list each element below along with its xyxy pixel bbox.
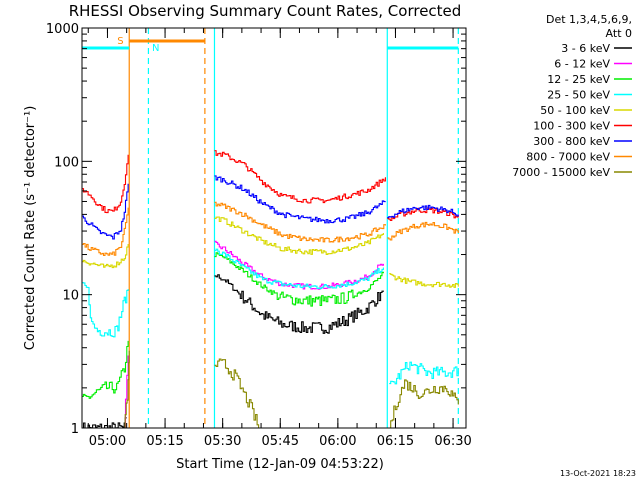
y-tick-label: 1000 [46, 22, 79, 37]
series-5-segment-0 [82, 154, 129, 214]
series-8-segment-0 [124, 350, 130, 428]
series-0-segment-1 [214, 274, 384, 334]
y-axis-label: Corrected Count Rate (s⁻¹ detector⁻¹) [23, 106, 38, 351]
axis-ticks: 1 10 100 1000 05:00 05:15 05:30 05:45 06:00 06:15… [46, 22, 472, 449]
series-7-segment-2 [387, 221, 459, 241]
y-tick-label: 1 [71, 422, 79, 437]
x-tick-label: 05:30 [204, 434, 241, 449]
annotation-label-s: S [117, 36, 123, 47]
series-4-segment-0 [82, 244, 129, 269]
legend-entry-label: 7000 - 15000 keV [512, 166, 610, 179]
series-1-segment-0 [124, 355, 129, 428]
series-2-segment-0 [82, 340, 129, 399]
series-6-segment-1 [214, 175, 386, 224]
footer-date: 13-Oct-2021 18:23 [560, 469, 636, 478]
x-tick-label: 06:15 [377, 434, 414, 449]
series-8-segment-1 [214, 358, 260, 428]
legend-entry-label: 800 - 7000 keV [526, 151, 610, 164]
series-5-segment-1 [214, 150, 386, 204]
series-7-segment-1 [214, 201, 386, 243]
y-tick-label: 100 [54, 155, 79, 170]
series-3-segment-1 [214, 248, 384, 290]
annotation-label-n: N [152, 43, 159, 54]
legend-entry-label: 25 - 50 keV [547, 89, 610, 102]
x-tick-label: 06:00 [319, 434, 356, 449]
series-4-segment-1 [214, 216, 384, 255]
legend-header-detectors: Det 1,3,4,5,6,9, [546, 13, 632, 26]
series-group [82, 150, 459, 428]
series-3-segment-0 [82, 282, 129, 338]
y-tick-label: 10 [62, 289, 79, 304]
legend-header-attenuator: Att 0 [606, 27, 632, 40]
x-tick-label: 05:15 [146, 434, 183, 449]
plot-frame [81, 27, 467, 429]
series-2-segment-1 [214, 252, 384, 307]
vertical-markers [128, 28, 459, 428]
annotation-bars: SN [82, 36, 459, 54]
legend-entry-label: 50 - 100 keV [540, 104, 610, 117]
series-6-segment-2 [387, 204, 459, 219]
series-4-segment-2 [389, 273, 459, 288]
legend-entry-label: 100 - 300 keV [533, 120, 610, 133]
x-axis-label: Start Time (12-Jan-09 04:53:22) [176, 457, 384, 472]
series-6-segment-0 [82, 183, 129, 240]
legend-entry-label: 6 - 12 keV [554, 58, 610, 71]
x-tick-label: 05:45 [262, 434, 299, 449]
series-7-segment-0 [82, 207, 129, 257]
x-tick-label: 06:30 [434, 434, 471, 449]
legend-entry-label: 12 - 25 keV [547, 73, 610, 86]
legend-entry-label: 300 - 800 keV [533, 135, 610, 148]
x-tick-label: 05:00 [89, 434, 126, 449]
legend-entry-label: 3 - 6 keV [561, 42, 610, 55]
series-3-segment-2 [389, 361, 459, 385]
series-8-segment-2 [389, 379, 459, 428]
chart-title: RHESSI Observing Summary Count Rates, Co… [69, 2, 462, 20]
legend: Det 1,3,4,5,6,9,Att 0 3 - 6 keV 6 - 12 keV… [512, 13, 632, 179]
